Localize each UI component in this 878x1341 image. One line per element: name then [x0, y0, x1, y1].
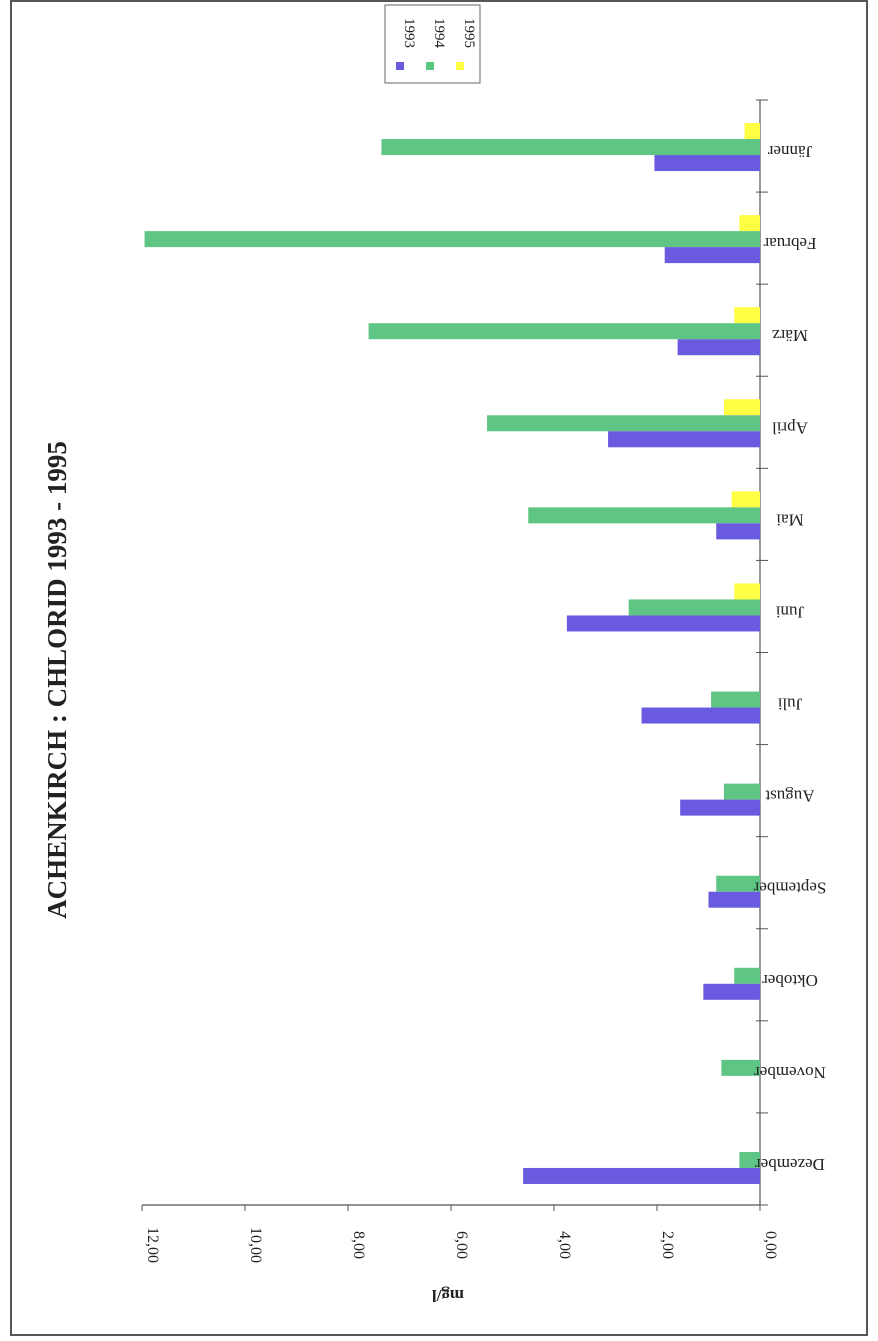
- y-tick-label: 0,00: [762, 1231, 779, 1259]
- legend-swatch-1994: [426, 62, 434, 70]
- bar-1994-4: [528, 507, 760, 524]
- legend: 1993 1994 1995: [384, 4, 481, 84]
- bar-1993-2: [677, 339, 760, 356]
- axes: [141, 99, 768, 1211]
- legend-swatch-1995: [456, 62, 464, 70]
- legend-label: 1995: [461, 18, 477, 48]
- category-label: Oktober: [762, 971, 818, 990]
- bar-1995-5: [734, 583, 760, 600]
- y-tick-label: 8,00: [350, 1231, 367, 1259]
- y-axis-label: mg/l: [432, 1286, 464, 1305]
- category-labels: Jänner Februar März April Mai Juni Juli August S…: [753, 142, 826, 1174]
- category-label: April: [772, 418, 808, 437]
- bar-1993-3: [608, 431, 760, 448]
- y-tick-label: 2,00: [659, 1231, 676, 1259]
- bar-1993-11: [523, 1167, 760, 1184]
- bars: [144, 123, 760, 1184]
- bar-1995-2: [734, 307, 760, 324]
- bar-1995-1: [739, 215, 760, 232]
- bar-1993-8: [708, 891, 760, 908]
- bar-1994-7: [723, 783, 760, 800]
- category-label: Mai: [776, 510, 804, 529]
- bar-1994-11: [739, 1151, 760, 1168]
- chart-title: ACHENKIRCH : CHLORID 1993 - 1995: [42, 441, 72, 919]
- category-label: Jänner: [767, 142, 812, 161]
- legend-swatch-1993: [396, 62, 404, 70]
- bar-1994-9: [734, 967, 760, 984]
- y-tick-label: 12,00: [144, 1227, 161, 1263]
- category-label: Juni: [776, 602, 805, 621]
- category-label: Dezember: [755, 1155, 825, 1174]
- bar-1994-6: [711, 691, 760, 708]
- category-label: September: [753, 879, 826, 898]
- legend-label: 1993: [401, 18, 417, 48]
- bar-1993-0: [654, 155, 760, 172]
- chart-frame: [10, 0, 868, 1336]
- bar-1995-3: [723, 399, 760, 416]
- bar-1995-4: [731, 491, 760, 508]
- category-label: November: [754, 1063, 826, 1082]
- bar-1994-3: [487, 415, 760, 432]
- category-label: Februar: [763, 234, 816, 253]
- bar-1994-2: [368, 323, 760, 340]
- tick-labels: 0,00 2,00 4,00 6,00 8,00 10,00 12,00: [144, 1227, 779, 1263]
- y-tick-label: 6,00: [453, 1231, 470, 1259]
- bar-1993-9: [703, 983, 760, 1000]
- bar-1994-0: [381, 139, 760, 156]
- bar-1993-6: [641, 707, 760, 724]
- bar-1995-0: [744, 123, 760, 140]
- bar-1994-5: [628, 599, 760, 616]
- y-tick-label: 4,00: [556, 1231, 573, 1259]
- category-label: August: [765, 787, 814, 806]
- y-tick-label: 10,00: [247, 1227, 264, 1263]
- legend-box: 1993 1994 1995: [384, 4, 481, 84]
- legend-label: 1994: [431, 18, 447, 49]
- bar-1993-5: [566, 615, 760, 632]
- category-label: Juli: [777, 695, 802, 714]
- bar-1994-1: [144, 231, 760, 248]
- category-label: März: [772, 326, 808, 345]
- bar-1993-4: [716, 523, 760, 540]
- bar-1993-1: [664, 247, 760, 264]
- bar-1993-7: [680, 799, 760, 816]
- bar-1994-10: [721, 1059, 760, 1076]
- bar-1994-8: [716, 875, 760, 892]
